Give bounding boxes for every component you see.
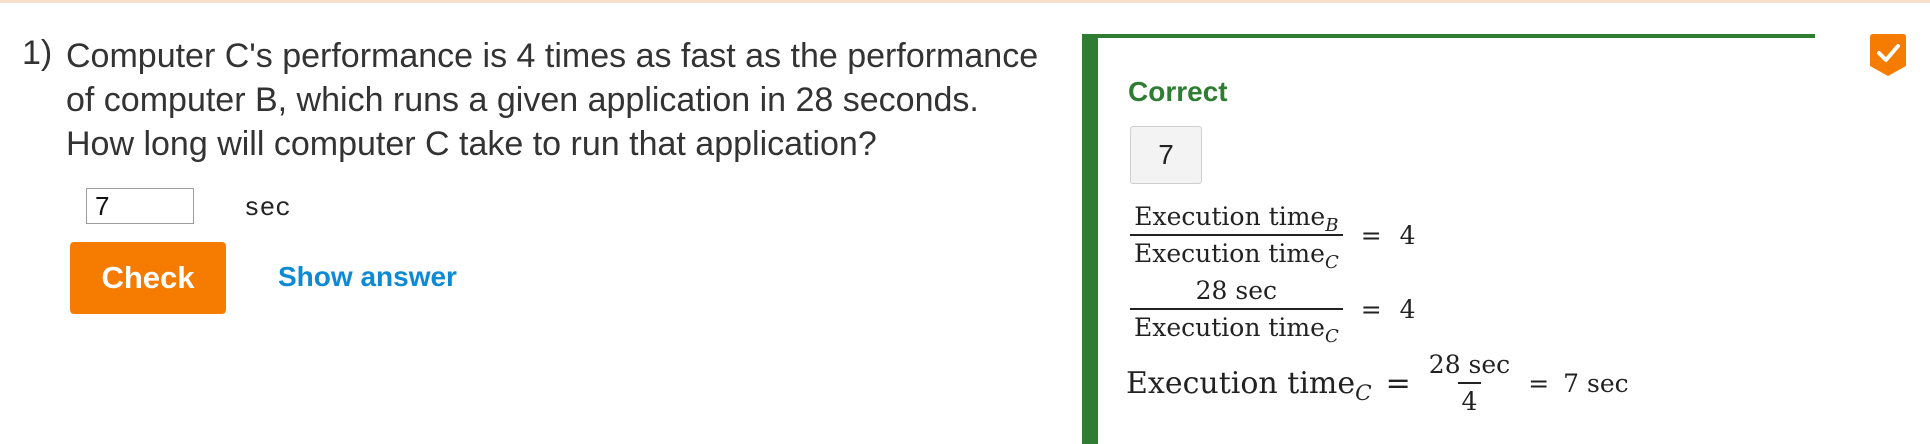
solution-result: 7 sec <box>1563 368 1629 398</box>
equals-sign: = <box>1360 294 1382 324</box>
lhs-subscript: C <box>1355 381 1372 407</box>
fraction-numerator: 28 sec <box>1428 350 1511 379</box>
equation-ratio: Execution timeB Execution timeC = 4 <box>1130 202 1416 273</box>
equation-rhs: 4 <box>1399 220 1416 250</box>
equation-substituted: 28 sec Execution timeC = 4 <box>1130 276 1416 347</box>
ratio-fraction: Execution timeB Execution timeC <box>1130 202 1343 273</box>
status-correct: Correct <box>1128 76 1228 107</box>
lhs-text: Execution time <box>1126 365 1356 401</box>
explanation-panel: Correct 7 Execution timeB Execution time… <box>1082 34 1815 444</box>
denominator-text: Execution time <box>1134 313 1325 342</box>
badge-shape <box>1870 34 1906 76</box>
submitted-answer-box: 7 <box>1130 126 1202 184</box>
denominator-subscript: C <box>1324 252 1339 274</box>
substituted-fraction: 28 sec Execution timeC <box>1130 276 1343 347</box>
checkmark-badge-icon <box>1870 34 1906 76</box>
equation-rhs: 4 <box>1399 294 1416 324</box>
solution-lhs: Execution timeC <box>1126 365 1372 407</box>
top-divider <box>0 0 1930 3</box>
correct-indicator-bar <box>1082 34 1098 444</box>
show-answer-link[interactable]: Show answer <box>278 261 457 292</box>
fraction-denominator: Execution timeC <box>1130 234 1343 273</box>
equals-sign: = <box>1360 220 1382 250</box>
equals-sign: = <box>1385 365 1411 401</box>
fraction-numerator: 28 sec <box>1195 276 1278 305</box>
answer-input[interactable] <box>86 188 194 224</box>
numerator-text: Execution time <box>1134 202 1326 231</box>
fraction-denominator: 4 <box>1457 382 1482 416</box>
denominator-subscript: C <box>1324 326 1339 348</box>
question-text: Computer C's performance is 4 times as f… <box>66 37 1039 163</box>
equals-sign-2: = <box>1528 368 1550 398</box>
denominator-text: Execution time <box>1134 239 1325 268</box>
fraction-numerator: Execution timeB <box>1130 202 1342 237</box>
question-number: 1) <box>22 34 53 72</box>
panel-top-border <box>1098 34 1815 38</box>
explanation-content: Correct 7 Execution timeB Execution time… <box>1098 38 1815 444</box>
equation-solution: Execution timeC = 28 sec 4 = 7 sec <box>1126 350 1629 416</box>
solution-fraction: 28 sec 4 <box>1425 350 1514 416</box>
check-button[interactable]: Check <box>70 242 226 314</box>
numerator-subscript: B <box>1325 215 1339 237</box>
fraction-denominator: Execution timeC <box>1130 308 1343 347</box>
unit-label: sec <box>244 193 291 223</box>
